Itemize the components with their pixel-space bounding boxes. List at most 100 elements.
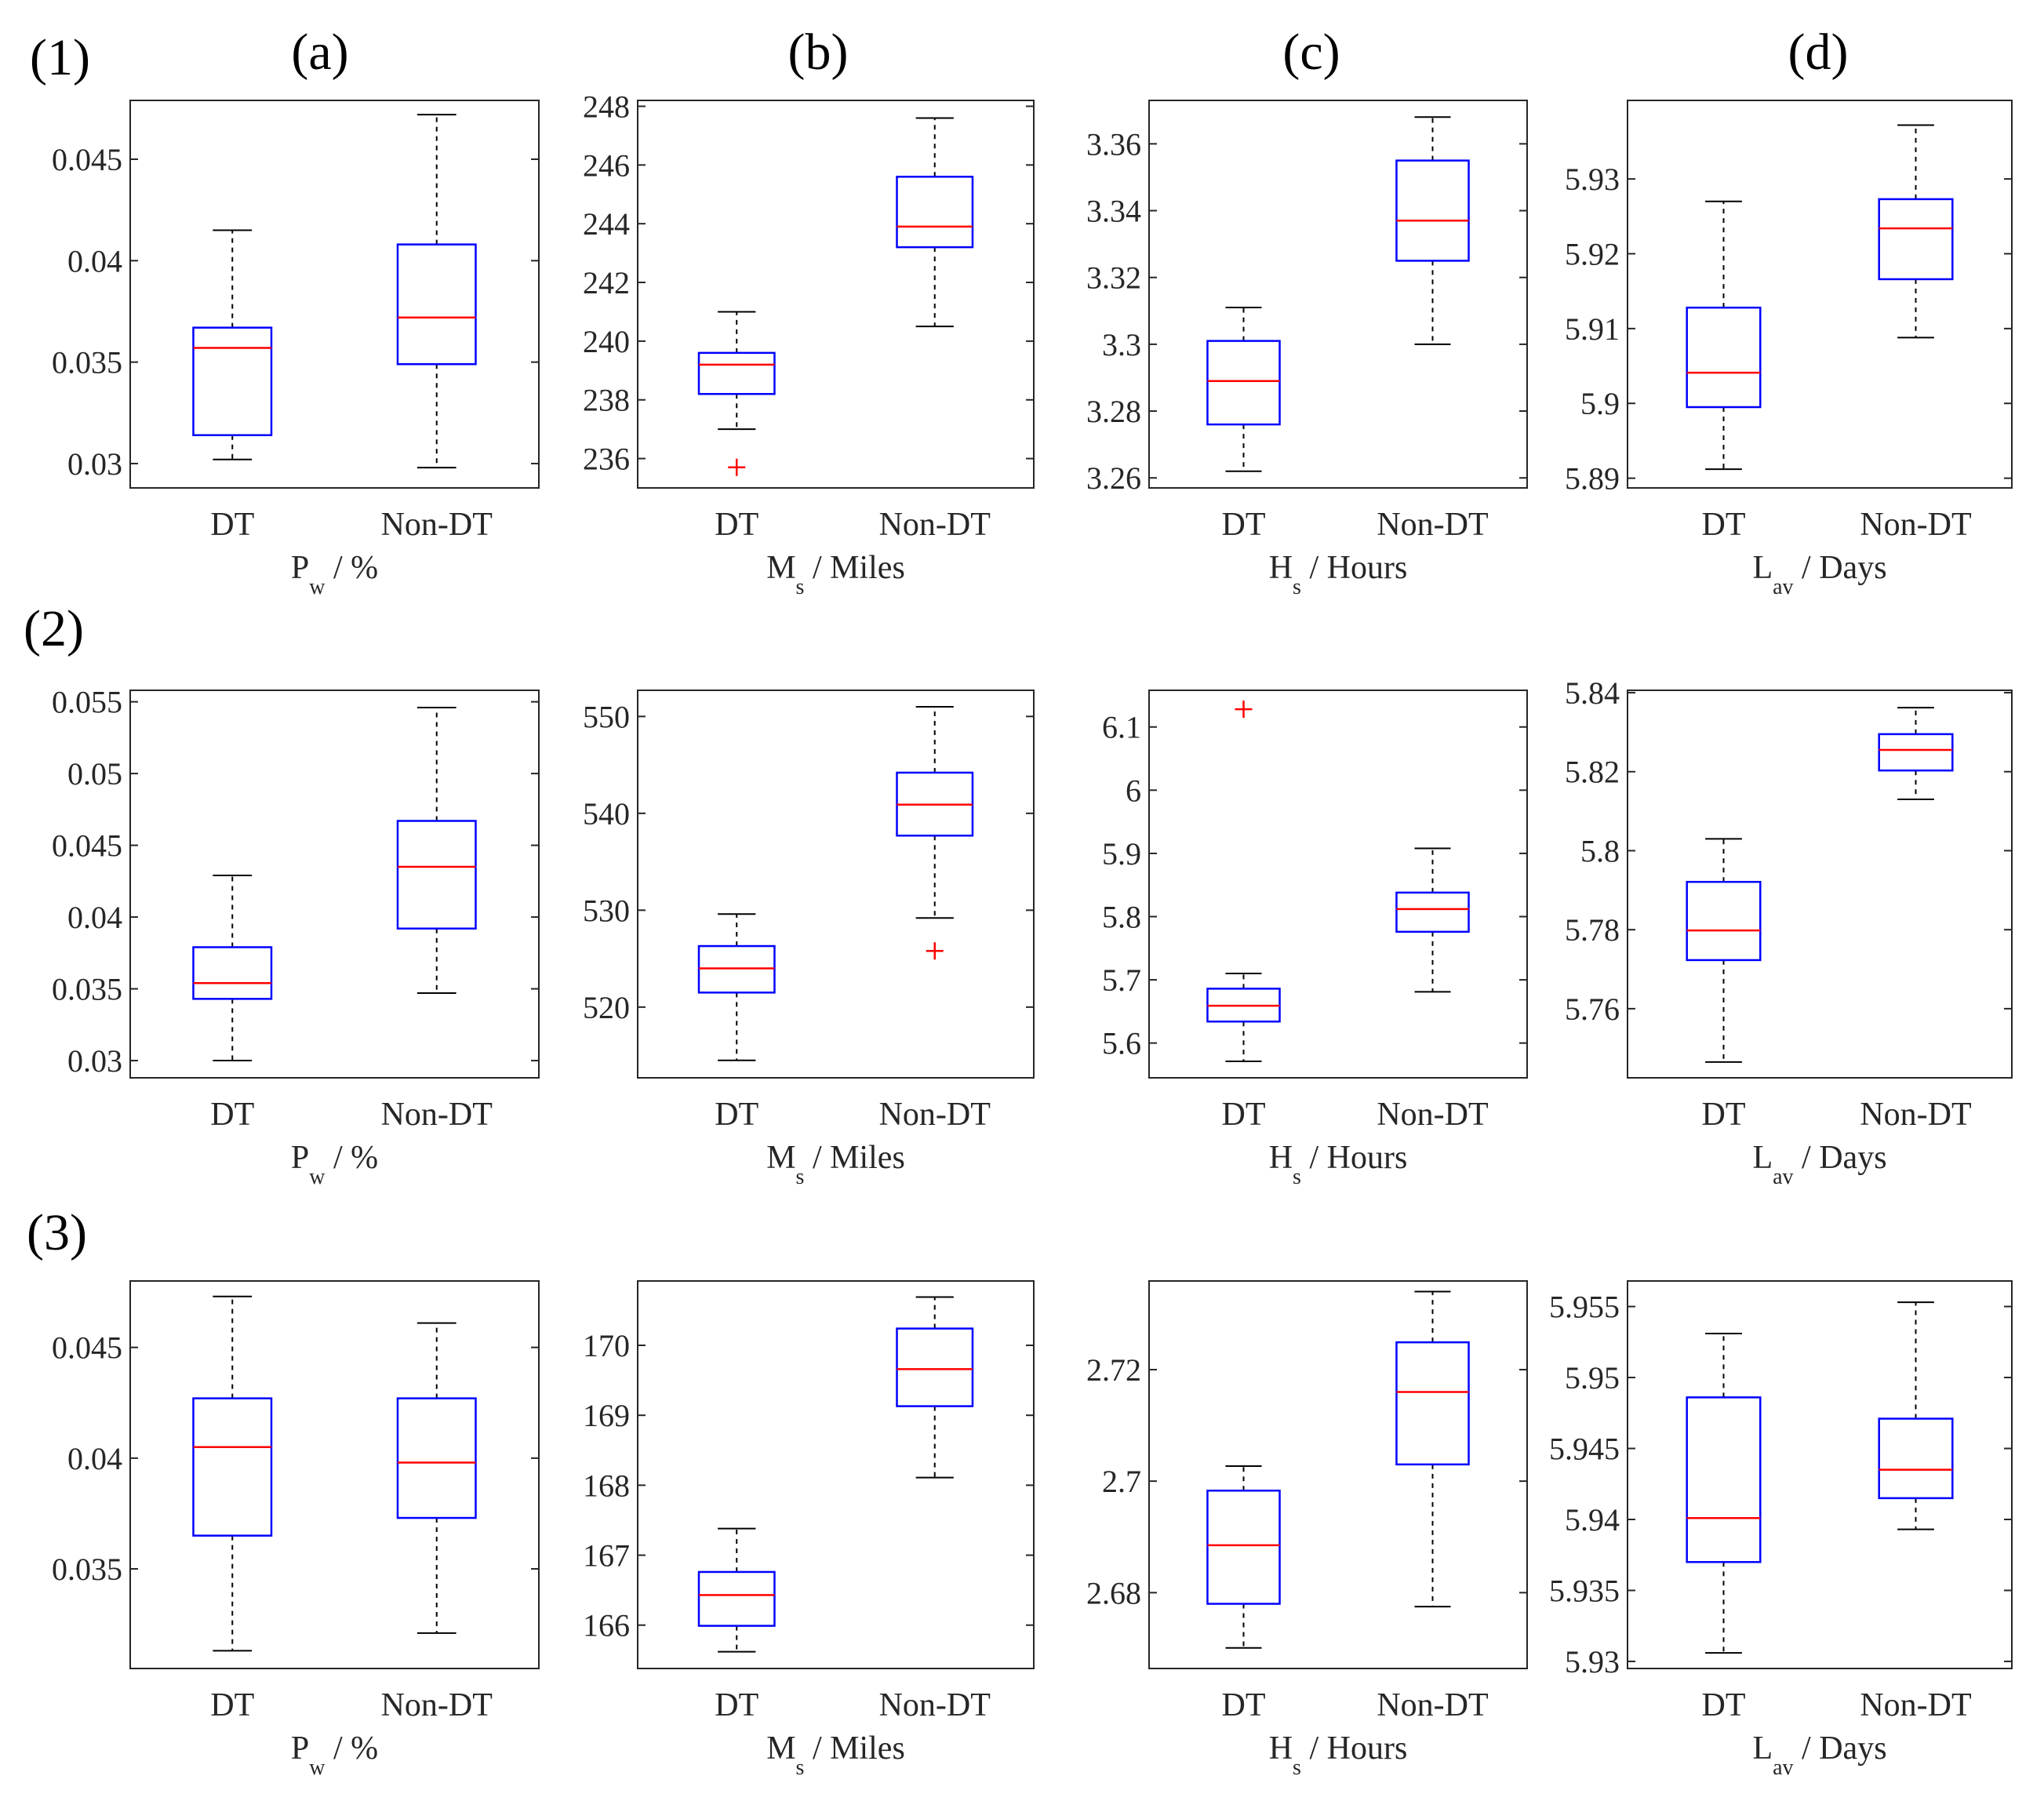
xaxis-label-base-r2d: L [1752, 1140, 1773, 1176]
box-r1d-dt [1686, 306, 1762, 409]
box-r2d-nondt [1878, 733, 1954, 772]
ytick-label-r3b-3: 169 [583, 1398, 630, 1433]
category-label-r2b-nondt: Non-DT [879, 1097, 991, 1133]
xaxis-label-base-r1a: P [291, 550, 309, 586]
ytick-label-r1b-3: 242 [583, 265, 630, 300]
panel-r1b: 236 238 240 242 244 246 248 DT Non-DT Ms / Miles [583, 89, 1035, 599]
box-r3a-nondt [396, 1397, 477, 1519]
xaxis-label-unit-r1d: / Days [1794, 550, 1887, 586]
ytick-label-r3d-4: 5.95 [1565, 1360, 1620, 1396]
ytick-label-r3d-1: 5.935 [1549, 1573, 1620, 1608]
ytick-label-r2c-5: 6.1 [1102, 710, 1141, 745]
xaxis-label-sub-r2b: s [796, 1165, 805, 1189]
xaxis-label-r2b: Ms / Miles [766, 1140, 905, 1189]
row-label-2: (2) [24, 600, 84, 657]
category-label-r2c-nondt: Non-DT [1377, 1097, 1488, 1133]
col-label-b: (b) [788, 24, 849, 81]
xaxis-label-base-r1b: M [766, 550, 795, 586]
xaxis-label-sub-r1d: av [1773, 575, 1793, 599]
ytick-label-r2d-4: 5.84 [1565, 675, 1620, 711]
category-label-r2d-dt: DT [1702, 1097, 1746, 1133]
category-label-r2a-dt: DT [210, 1097, 254, 1133]
box-r2a-dt [192, 946, 273, 1000]
ytick-label-r2b-2: 540 [583, 796, 630, 831]
panel-r1d: 5.89 5.9 5.91 5.92 5.93 DT Non-DT Lav / Days [1565, 100, 2013, 599]
ytick-label-r1c-2: 3.3 [1102, 327, 1141, 362]
ytick-label-r3d-2: 5.94 [1565, 1502, 1620, 1537]
ytick-label-r2d-0: 5.76 [1565, 992, 1620, 1027]
box-r2d-dt [1686, 880, 1762, 962]
xaxis-label-base-r2b: M [766, 1140, 795, 1176]
category-label-r3c-nondt: Non-DT [1377, 1687, 1488, 1723]
xaxis-label-r1a: Pw / % [291, 550, 378, 599]
panel-r2b: 520 530 540 550 DT Non-DT Ms / Miles [583, 690, 1035, 1189]
xaxis-label-unit-r1b: / Miles [804, 550, 904, 586]
ytick-label-r3c-1: 2.7 [1102, 1464, 1141, 1499]
xaxis-label-sub-r1b: s [796, 575, 805, 599]
axes-box-r2b [637, 690, 1035, 1079]
box-r1c-dt [1206, 340, 1281, 426]
category-label-r1b-nondt: Non-DT [879, 507, 991, 543]
xaxis-label-r3c: Hs / Hours [1269, 1730, 1408, 1780]
panel-r1c: 3.26 3.28 3.3 3.32 3.34 3.36 DT Non-DT Hs / Hour… [1086, 100, 1528, 599]
axes-box-r2d [1627, 690, 2013, 1079]
ytick-label-r1a-1: 0.035 [52, 345, 122, 380]
ytick-label-r2a-2: 0.04 [67, 900, 122, 935]
category-label-r2b-dt: DT [715, 1097, 758, 1133]
box-r1b-nondt [896, 176, 974, 249]
xaxis-label-unit-r2a: / % [325, 1140, 378, 1176]
ytick-label-r2a-1: 0.035 [52, 972, 122, 1007]
category-label-r3d-nondt: Non-DT [1860, 1687, 1971, 1723]
ytick-label-r1b-2: 240 [583, 324, 630, 359]
xaxis-label-r3a: Pw / % [291, 1730, 378, 1780]
category-label-r3d-dt: DT [1702, 1687, 1746, 1723]
category-label-r1c-nondt: Non-DT [1377, 507, 1488, 543]
box-r2a-nondt [396, 820, 477, 930]
ytick-label-r3b-2: 168 [583, 1468, 630, 1503]
row-label-1: (1) [30, 29, 90, 86]
box-r2c-nondt [1395, 891, 1470, 933]
box-r1a-nondt [396, 243, 477, 366]
xaxis-label-sub-r2c: s [1293, 1165, 1301, 1189]
axes-box-r3a [129, 1280, 540, 1669]
axes-box-r2c [1148, 690, 1528, 1079]
col-label-c: (c) [1282, 24, 1340, 81]
ytick-label-r1c-4: 3.34 [1086, 194, 1141, 229]
ytick-label-r2d-1: 5.78 [1565, 912, 1620, 948]
box-r3c-dt [1206, 1490, 1281, 1605]
xaxis-label-base-r2a: P [291, 1140, 309, 1176]
xaxis-label-unit-r2d: / Days [1794, 1140, 1887, 1176]
ytick-label-r1c-0: 3.26 [1086, 460, 1141, 496]
ytick-label-r3a-2: 0.045 [52, 1330, 122, 1366]
ytick-label-r2a-5: 0.055 [52, 685, 122, 720]
xaxis-label-base-r3b: M [766, 1730, 795, 1767]
box-r3d-nondt [1878, 1417, 1954, 1500]
ytick-label-r1c-3: 3.32 [1086, 260, 1141, 296]
xaxis-label-unit-r1a: / % [325, 550, 378, 586]
axes-box-r1a [129, 100, 540, 489]
category-label-r1a-nondt: Non-DT [381, 507, 493, 543]
ytick-label-r1d-1: 5.9 [1580, 386, 1620, 421]
box-r3b-dt [697, 1570, 776, 1627]
xaxis-label-base-r3c: H [1269, 1730, 1293, 1767]
xaxis-label-unit-r3b: / Miles [804, 1730, 904, 1767]
ytick-label-r3d-5: 5.955 [1549, 1290, 1620, 1325]
xaxis-label-unit-r3a: / % [325, 1730, 378, 1767]
category-label-r1c-dt: DT [1222, 507, 1266, 543]
box-r3a-dt [192, 1397, 273, 1537]
ytick-label-r1d-0: 5.89 [1565, 461, 1620, 497]
category-label-r1d-nondt: Non-DT [1860, 507, 1971, 543]
ytick-label-r3b-4: 170 [583, 1328, 630, 1363]
xaxis-label-r2c: Hs / Hours [1269, 1140, 1408, 1189]
xaxis-label-base-r1c: H [1269, 550, 1293, 586]
ytick-label-r1b-0: 236 [583, 442, 630, 477]
ytick-label-r3d-0: 5.93 [1565, 1644, 1620, 1679]
ytick-label-r1a-2: 0.04 [67, 243, 122, 278]
ytick-label-r3b-0: 166 [583, 1608, 630, 1643]
box-r1c-nondt [1395, 159, 1470, 262]
xaxis-label-base-r1d: L [1752, 550, 1773, 586]
xaxis-label-sub-r2a: w [309, 1165, 326, 1189]
xaxis-label-sub-r3c: s [1293, 1756, 1301, 1780]
